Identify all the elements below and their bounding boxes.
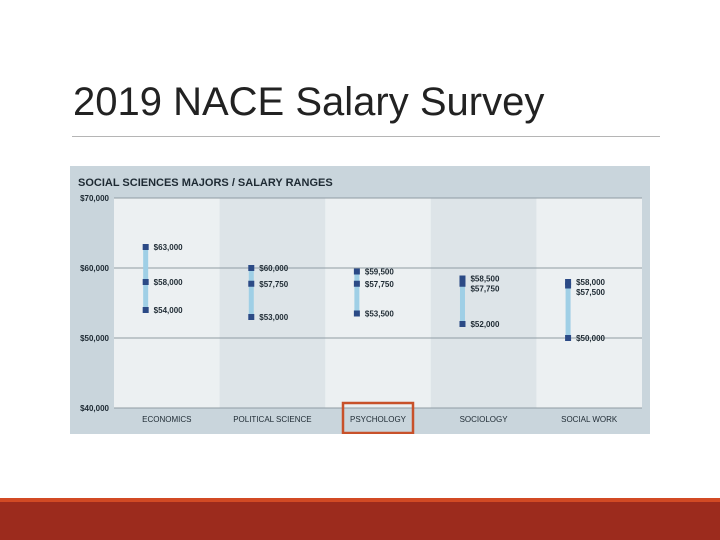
salary-label: $58,000 (154, 278, 183, 287)
salary-range-chart: SOCIAL SCIENCES MAJORS / SALARY RANGES $… (70, 166, 650, 434)
salary-marker (459, 280, 466, 287)
salary-marker (459, 275, 466, 282)
salary-label: $58,000 (576, 278, 605, 287)
salary-label: $50,000 (576, 334, 605, 343)
salary-label: $53,000 (259, 313, 288, 322)
column-band (430, 198, 537, 408)
x-category-label: ECONOMICS (142, 415, 191, 424)
salary-label: $57,500 (576, 288, 605, 297)
y-tick-label: $60,000 (80, 264, 109, 273)
highlight-box (341, 401, 415, 434)
salary-label: $60,000 (259, 264, 288, 273)
column-band (219, 198, 326, 408)
x-category-label: PSYCHOLOGY (350, 415, 407, 424)
salary-marker (565, 335, 572, 341)
y-tick-label: $50,000 (80, 334, 109, 343)
salary-label: $54,000 (154, 306, 183, 315)
footer-band (0, 502, 720, 540)
salary-label: $58,500 (470, 275, 499, 284)
plot-background (114, 198, 642, 408)
slide-title: 2019 NACE Salary Survey (73, 80, 545, 124)
x-category-label: SOCIAL WORK (561, 415, 618, 424)
title-divider (72, 136, 660, 137)
range-bar (565, 282, 571, 338)
salary-marker (248, 280, 255, 287)
salary-marker (142, 244, 149, 250)
plot-area: $40,000 $50,000 $60,000 $70,000 $63,000 $58,0… (80, 194, 642, 434)
footer-accent-line (0, 498, 720, 502)
salary-label: $53,500 (365, 310, 394, 319)
salary-marker (459, 321, 466, 327)
salary-marker (248, 265, 255, 271)
salary-marker (353, 310, 360, 317)
x-category-label: POLITICAL SCIENCE (233, 415, 311, 424)
salary-marker (142, 279, 149, 285)
salary-label: $57,750 (259, 280, 288, 289)
range-bar (459, 278, 465, 324)
salary-marker (565, 279, 572, 285)
salary-label: $52,000 (470, 320, 499, 329)
range-bar (143, 247, 149, 310)
range-bar (354, 271, 360, 314)
salary-marker (353, 280, 360, 287)
salary-marker (248, 314, 255, 320)
range-bar (248, 268, 254, 317)
salary-marker (565, 282, 572, 289)
y-tick-label: $40,000 (80, 404, 109, 413)
salary-label: $57,750 (470, 285, 499, 294)
salary-label: $59,500 (365, 268, 394, 277)
salary-label: $57,750 (365, 280, 394, 289)
y-tick-label: $70,000 (80, 194, 109, 203)
salary-label: $63,000 (154, 243, 183, 252)
x-category-label: SOCIOLOGY (460, 415, 509, 424)
salary-marker (353, 268, 360, 275)
chart-canvas: SOCIAL SCIENCES MAJORS / SALARY RANGES $… (70, 166, 650, 434)
salary-marker (142, 307, 149, 313)
chart-title: SOCIAL SCIENCES MAJORS / SALARY RANGES (78, 177, 333, 189)
